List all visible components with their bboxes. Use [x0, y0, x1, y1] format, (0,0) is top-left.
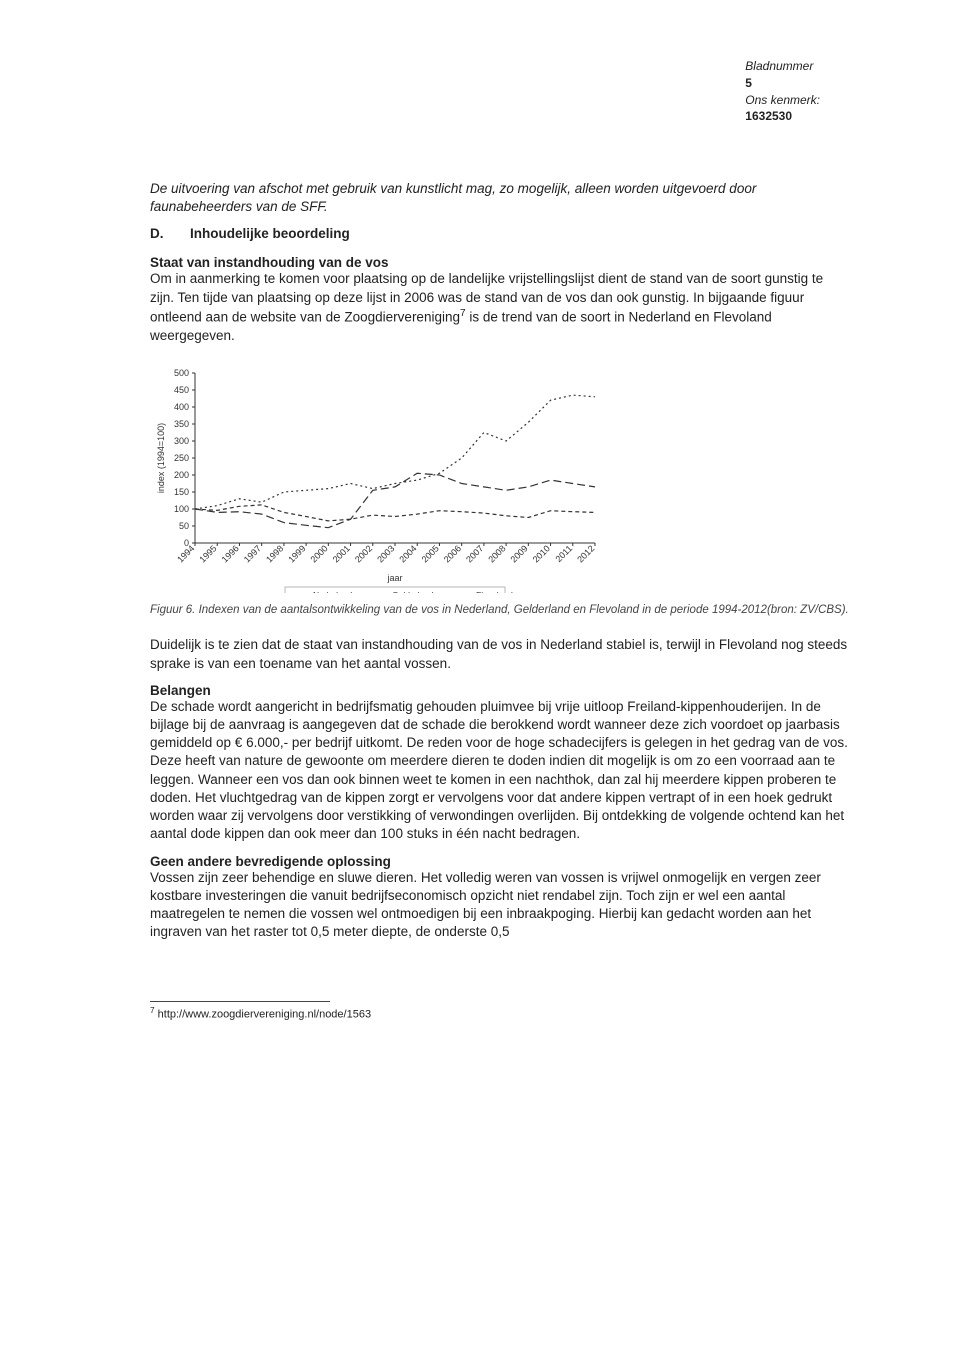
- svg-text:400: 400: [174, 402, 189, 412]
- staat-paragraph-2: Duidelijk is te zien dat de staat van in…: [150, 636, 850, 672]
- svg-text:50: 50: [179, 521, 189, 531]
- geen-paragraph: Vossen zijn zeer behendige en sluwe dier…: [150, 869, 850, 942]
- svg-text:200: 200: [174, 470, 189, 480]
- page-header: Bladnummer 5 Ons kenmerk: 1632530: [745, 58, 820, 125]
- document-page: Bladnummer 5 Ons kenmerk: 1632530 De uit…: [0, 0, 960, 1345]
- staat-paragraph-1: Om in aanmerking te komen voor plaatsing…: [150, 270, 850, 344]
- footnote-text: http://www.zoogdiervereniging.nl/node/15…: [155, 1009, 371, 1021]
- svg-text:jaar: jaar: [386, 573, 402, 583]
- figure-caption: Figuur 6. Indexen van de aantalsontwikke…: [150, 603, 850, 619]
- kenmerk-value: 1632530: [745, 108, 820, 125]
- footnote-separator: [150, 1001, 330, 1002]
- belangen-paragraph: De schade wordt aangericht in bedrijfsma…: [150, 698, 850, 844]
- section-d-heading: D. Inhoudelijke beoordeling: [150, 226, 850, 241]
- document-body: De uitvoering van afschot met gebruik va…: [150, 180, 850, 1021]
- svg-text:250: 250: [174, 453, 189, 463]
- svg-text:350: 350: [174, 419, 189, 429]
- kenmerk-label: Ons kenmerk:: [745, 92, 820, 109]
- bladnummer-label: Bladnummer: [745, 58, 820, 75]
- svg-text:300: 300: [174, 436, 189, 446]
- staat-title: Staat van instandhouding van de vos: [150, 255, 850, 270]
- geen-title: Geen andere bevredigende oplossing: [150, 854, 850, 869]
- svg-text:Nederland: Nederland: [313, 590, 352, 593]
- svg-text:450: 450: [174, 385, 189, 395]
- svg-text:100: 100: [174, 504, 189, 514]
- bladnummer-value: 5: [745, 75, 820, 92]
- svg-text:500: 500: [174, 368, 189, 378]
- belangen-title: Belangen: [150, 683, 850, 698]
- svg-text:Flevoland: Flevoland: [476, 590, 513, 593]
- intro-paragraph: De uitvoering van afschot met gebruik va…: [150, 180, 850, 216]
- section-title: Inhoudelijke beoordeling: [190, 226, 350, 241]
- footnote-7: 7 http://www.zoogdiervereniging.nl/node/…: [150, 1006, 850, 1021]
- figure-6-chart: 0501001502002503003504004505001994199519…: [150, 363, 610, 593]
- svg-text:150: 150: [174, 487, 189, 497]
- section-letter: D.: [150, 226, 190, 241]
- svg-text:Gelderland: Gelderland: [392, 590, 434, 593]
- line-chart-svg: 0501001502002503003504004505001994199519…: [150, 363, 610, 593]
- svg-text:index (1994=100): index (1994=100): [156, 423, 166, 493]
